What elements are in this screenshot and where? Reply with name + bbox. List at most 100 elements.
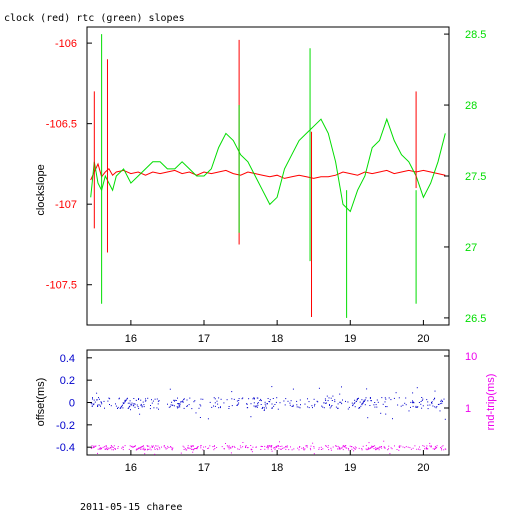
scatter-point-offset: [361, 399, 363, 401]
scatter-point-offset: [352, 404, 354, 406]
scatter-point-rnd-trip: [370, 447, 372, 448]
scatter-point-offset: [199, 404, 201, 406]
scatter-point-rnd-trip: [260, 449, 262, 450]
scatter-point-rnd-trip: [271, 450, 273, 452]
scatter-point-rnd-trip: [166, 447, 168, 449]
scatter-point-offset: [385, 413, 387, 415]
scatter-point-offset: [369, 397, 371, 399]
top-y2-tick-label: 27: [465, 242, 477, 254]
scatter-point-rnd-trip: [291, 449, 293, 451]
scatter-point-rnd-trip: [398, 446, 400, 448]
scatter-point-rnd-trip: [353, 450, 355, 452]
scatter-point-offset: [284, 404, 286, 406]
scatter-point-rnd-trip: [237, 448, 239, 450]
scatter-point-rnd-trip: [154, 447, 155, 449]
scatter-point-rnd-trip: [91, 445, 93, 447]
scatter-point-offset: [233, 398, 235, 400]
scatter-point-rnd-trip: [230, 446, 232, 448]
scatter-point-rnd-trip: [418, 448, 419, 450]
scatter-point-offset: [367, 417, 369, 419]
scatter-point-rnd-trip: [299, 446, 301, 447]
scatter-point-offset: [412, 401, 414, 403]
scatter-point-rnd-trip: [154, 449, 156, 450]
scatter-point-rnd-trip: [416, 448, 418, 450]
bottom-x-tick-label: 17: [198, 462, 210, 474]
scatter-point-offset: [440, 400, 442, 402]
scatter-point-rnd-trip: [231, 446, 233, 448]
scatter-point-rnd-trip: [405, 446, 407, 448]
scatter-point-offset: [241, 398, 243, 400]
scatter-point-rnd-trip: [191, 448, 192, 450]
scatter-point-offset: [427, 408, 429, 410]
scatter-point-offset: [421, 399, 423, 401]
scatter-point-rnd-trip: [226, 445, 228, 447]
scatter-point-rnd-trip: [394, 445, 395, 447]
scatter-point-offset: [351, 402, 353, 404]
scatter-point-rnd-trip: [163, 445, 165, 446]
scatter-point-offset: [412, 402, 414, 404]
scatter-point-offset: [269, 399, 271, 401]
scatter-point-offset: [264, 409, 265, 411]
scatter-point-rnd-trip: [371, 445, 373, 447]
scatter-point-rnd-trip: [267, 448, 269, 450]
scatter-point-offset: [211, 406, 213, 408]
scatter-point-rnd-trip: [381, 446, 382, 447]
scatter-point-offset: [388, 397, 390, 399]
scatter-point-rnd-trip: [252, 446, 254, 448]
scatter-point-offset: [177, 397, 178, 399]
scatter-point-offset: [173, 405, 175, 407]
scatter-point-rnd-trip: [365, 445, 367, 447]
scatter-point-offset: [376, 406, 378, 408]
scatter-point-offset: [356, 400, 357, 402]
scatter-point-rnd-trip: [435, 447, 437, 449]
top-y2-tick-label: 28.5: [465, 29, 486, 41]
scatter-point-rnd-trip: [290, 446, 291, 448]
scatter-point-rnd-trip: [100, 448, 102, 450]
scatter-point-offset: [325, 402, 327, 404]
scatter-point-rnd-trip: [187, 447, 189, 449]
scatter-point-offset: [417, 406, 419, 408]
scatter-point-offset: [321, 405, 323, 407]
scatter-point-offset: [335, 406, 337, 408]
scatter-point-offset: [256, 397, 258, 399]
scatter-point-rnd-trip: [445, 448, 447, 450]
scatter-point-rnd-trip: [130, 446, 132, 448]
scatter-point-offset: [198, 407, 200, 409]
scatter-point-rnd-trip: [429, 442, 431, 444]
scatter-point-offset: [330, 397, 332, 399]
scatter-point-rnd-trip: [196, 447, 198, 449]
scatter-point-offset: [98, 398, 100, 400]
scatter-point-rnd-trip: [274, 449, 276, 451]
scatter-point-offset: [132, 405, 134, 407]
scatter-point-rnd-trip: [107, 448, 109, 450]
scatter-point-offset: [142, 401, 144, 403]
scatter-point-rnd-trip: [184, 448, 186, 450]
scatter-point-rnd-trip: [299, 446, 300, 448]
scatter-point-offset: [110, 405, 112, 407]
scatter-point-offset: [173, 399, 175, 401]
scatter-point-offset: [213, 405, 214, 407]
scatter-point-rnd-trip: [399, 447, 401, 448]
scatter-point-offset: [130, 404, 132, 406]
scatter-point-rnd-trip: [94, 445, 96, 447]
scatter-point-offset: [332, 395, 334, 397]
scatter-point-offset: [322, 406, 324, 408]
scatter-point-rnd-trip: [228, 445, 230, 447]
scatter-point-offset: [138, 398, 140, 400]
scatter-point-offset: [358, 407, 360, 408]
scatter-point-rnd-trip: [155, 445, 157, 447]
scatter-point-offset: [276, 397, 278, 399]
scatter-point-rnd-trip: [325, 445, 327, 447]
scatter-point-offset: [189, 397, 191, 399]
scatter-point-rnd-trip: [103, 446, 105, 448]
scatter-point-rnd-trip: [338, 446, 340, 448]
scatter-point-rnd-trip: [148, 449, 150, 450]
scatter-point-rnd-trip: [121, 447, 123, 449]
scatter-point-offset: [133, 403, 135, 405]
scatter-point-offset: [177, 403, 179, 405]
scatter-point-rnd-trip: [322, 448, 324, 450]
scatter-point-offset: [107, 400, 109, 402]
scatter-point-rnd-trip: [137, 448, 139, 450]
bottom-x-tick-label: 18: [271, 462, 283, 474]
scatter-point-offset: [275, 401, 277, 403]
